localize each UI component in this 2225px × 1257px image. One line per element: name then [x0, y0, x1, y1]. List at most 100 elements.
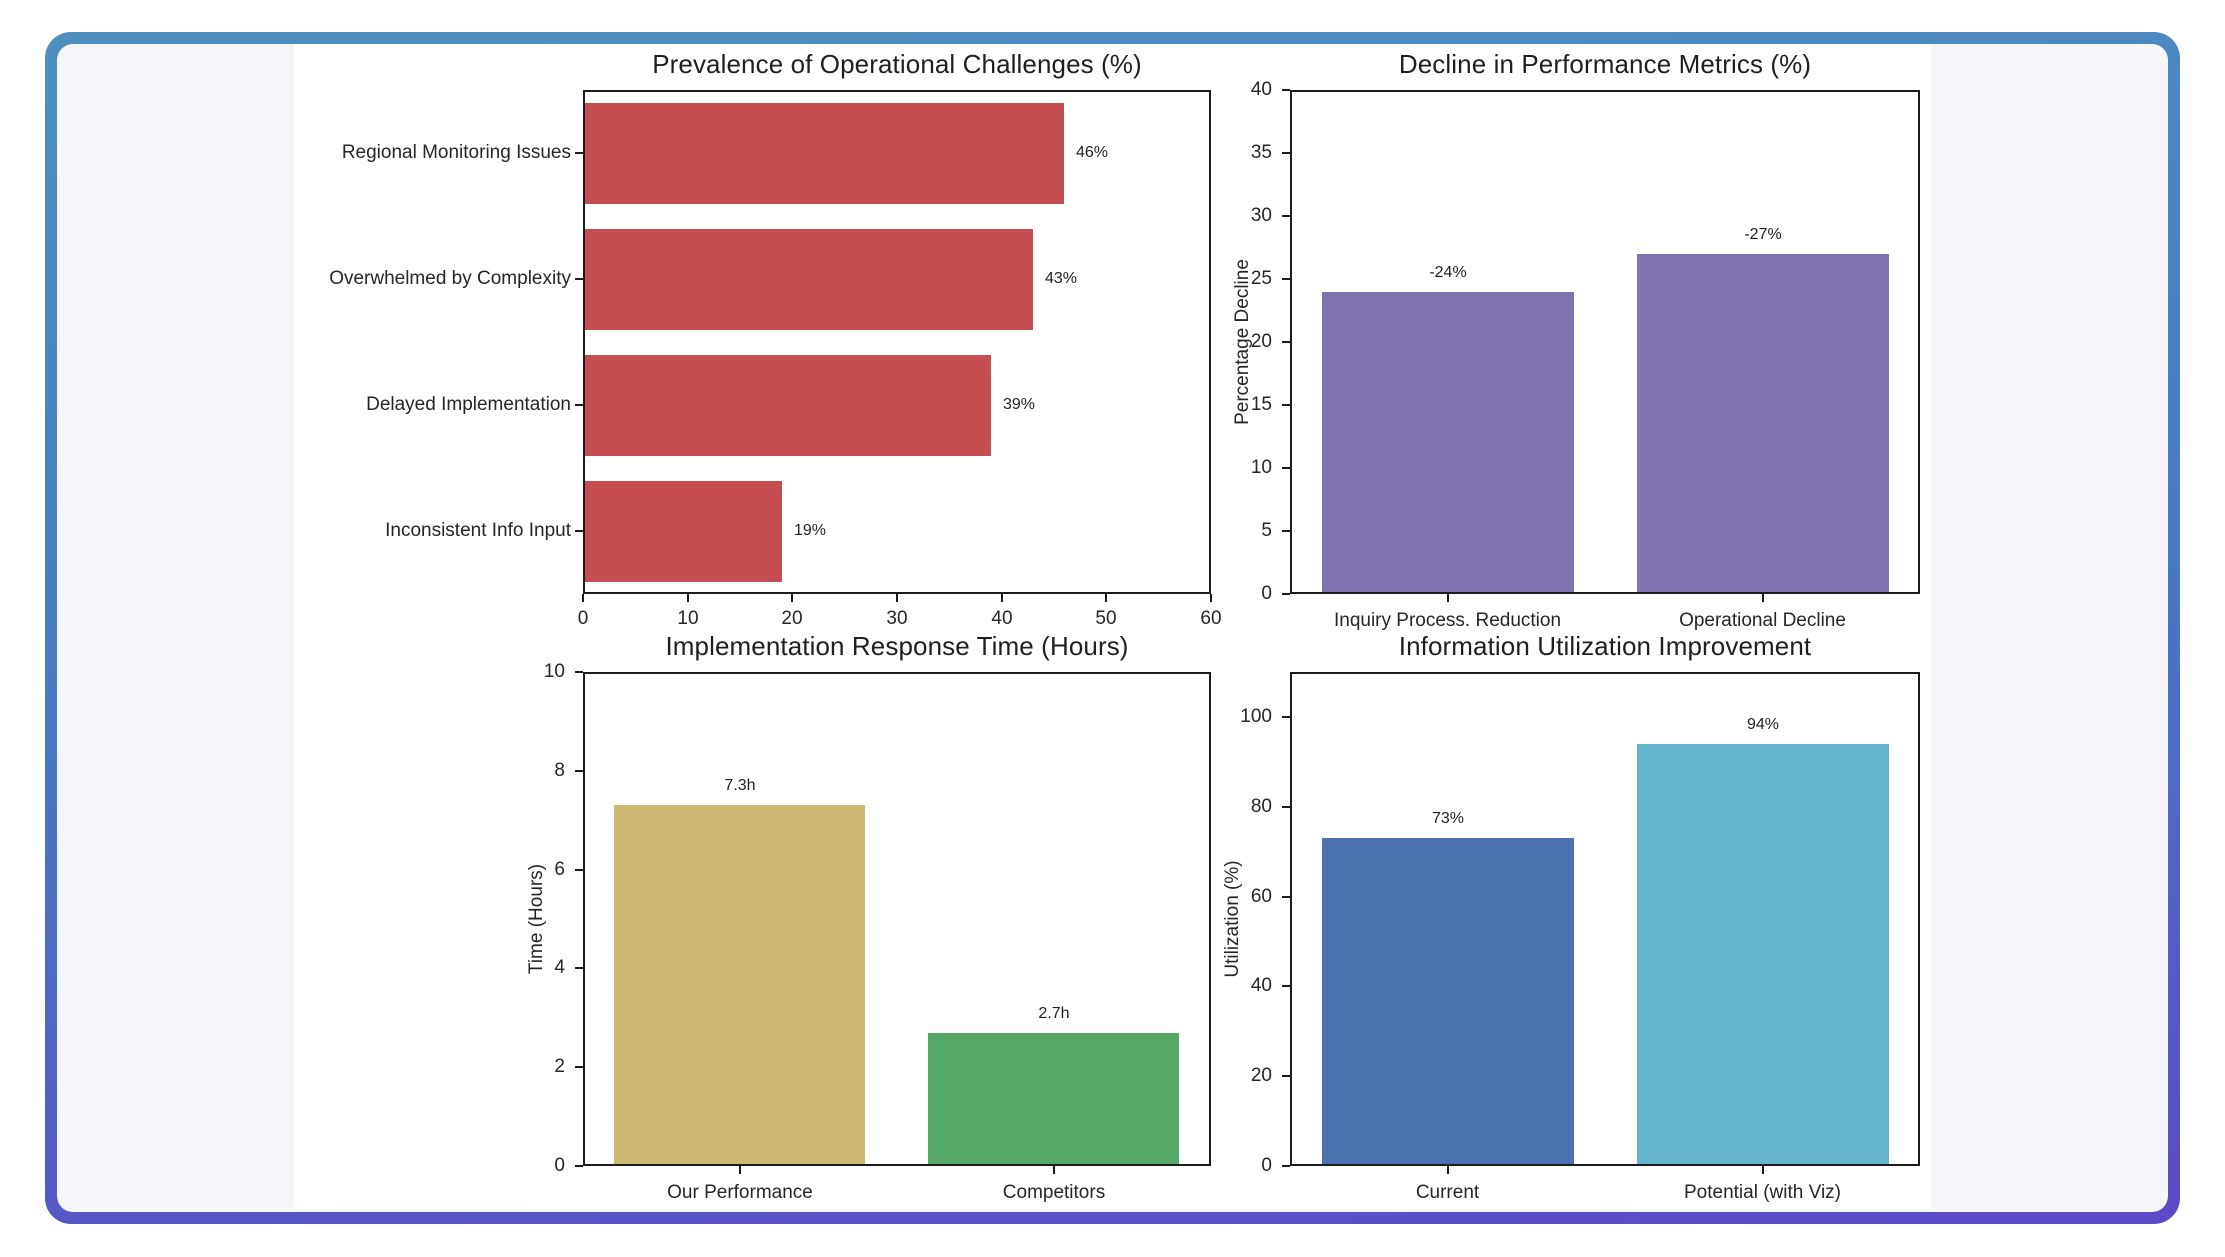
chart-utilization-improvement: Information Utilization Improvement 0 20 4… — [294, 44, 1931, 1209]
y-tick-mark — [1282, 530, 1290, 532]
x-tick-label: 20 — [781, 608, 803, 629]
x-tick-mark — [1001, 594, 1003, 602]
bar — [928, 1033, 1179, 1164]
charts-figure: Prevalence of Operational Challenges (%)… — [294, 44, 1931, 1209]
y-tick-mark — [1282, 467, 1290, 469]
chart-title-performance-decline: Decline in Performance Metrics (%) — [1398, 49, 1812, 79]
x-tick-mark — [1447, 594, 1449, 602]
x-tick-mark — [1210, 594, 1212, 602]
y-tick-mark — [575, 671, 583, 673]
x-category-label: Competitors — [1002, 1182, 1106, 1203]
x-tick-mark — [1762, 1166, 1764, 1174]
chart-title-response-time: Implementation Response Time (Hours) — [665, 631, 1129, 661]
y-tick-mark — [1282, 593, 1290, 595]
bar — [1322, 292, 1574, 592]
x-tick-mark — [687, 594, 689, 602]
x-tick-label: 60 — [1200, 608, 1222, 629]
x-tick-label: 0 — [577, 608, 589, 629]
y-tick-label: 25 — [1250, 268, 1272, 289]
y-category-label: Regional Monitoring Issues — [341, 142, 571, 163]
x-tick-label: 30 — [886, 608, 908, 629]
chart-operational-challenges: Prevalence of Operational Challenges (%)… — [294, 44, 1931, 1209]
y-tick-mark — [1282, 89, 1290, 91]
x-tick-mark — [1105, 594, 1107, 602]
x-tick-label: 40 — [991, 608, 1013, 629]
y-tick-mark — [575, 770, 583, 772]
axes-frame — [1290, 90, 1920, 594]
y-tick-label: 20 — [1250, 1065, 1272, 1086]
bar-value-label: 7.3h — [724, 777, 756, 794]
y-tick-mark — [1282, 404, 1290, 406]
y-tick-label: 0 — [1261, 583, 1272, 604]
y-tick-label: 10 — [543, 661, 565, 682]
x-tick-mark — [791, 594, 793, 602]
y-tick-label: 0 — [1261, 1155, 1272, 1176]
y-tick-mark — [1282, 985, 1290, 987]
x-category-label: Our Performance — [667, 1182, 813, 1203]
x-tick-label: 50 — [1095, 608, 1117, 629]
y-category-label: Delayed Implementation — [366, 394, 571, 415]
y-tick-mark — [1282, 806, 1290, 808]
y-tick-label: 40 — [1250, 975, 1272, 996]
x-category-label: Inquiry Process. Reduction — [1333, 610, 1562, 631]
y-tick-mark — [575, 1066, 583, 1068]
x-category-label: Current — [1415, 1182, 1480, 1203]
bar — [1637, 744, 1889, 1164]
y-tick-mark — [1282, 278, 1290, 280]
y-category-label: Overwhelmed by Complexity — [329, 268, 571, 289]
bar — [614, 805, 865, 1164]
bar-value-label: 73% — [1431, 810, 1465, 827]
y-tick-label: 60 — [1250, 886, 1272, 907]
x-tick-mark — [1053, 1166, 1055, 1174]
gradient-border-card: Prevalence of Operational Challenges (%)… — [45, 32, 2180, 1224]
x-category-label: Operational Decline — [1679, 610, 1846, 631]
y-tick-label: 35 — [1250, 142, 1272, 163]
bar-value-label: 2.7h — [1038, 1005, 1070, 1022]
y-tick-mark — [1282, 215, 1290, 217]
y-tick-label: 15 — [1250, 394, 1272, 415]
y-category-label: Inconsistent Info Input — [385, 520, 571, 541]
bar — [585, 229, 1033, 330]
x-tick-mark — [1762, 594, 1764, 602]
x-tick-mark — [582, 594, 584, 602]
bar — [585, 481, 782, 582]
y-tick-mark — [1282, 341, 1290, 343]
bar — [585, 103, 1064, 204]
chart-response-time: Implementation Response Time (Hours) 0 2 4… — [294, 44, 1931, 1209]
chart-title-operational-challenges: Prevalence of Operational Challenges (%) — [652, 49, 1142, 79]
y-tick-label: 80 — [1250, 796, 1272, 817]
content-panel: Prevalence of Operational Challenges (%)… — [57, 44, 2168, 1212]
y-tick-mark — [1282, 1075, 1290, 1077]
y-tick-label: 5 — [1261, 520, 1272, 541]
axes-frame — [583, 90, 1211, 594]
y-tick-mark — [1282, 896, 1290, 898]
y-tick-label: 30 — [1250, 205, 1272, 226]
y-tick-label: 10 — [1250, 457, 1272, 478]
y-tick-label: 20 — [1250, 331, 1272, 352]
y-tick-mark — [1282, 1165, 1290, 1167]
x-category-label: Potential (with Viz) — [1684, 1182, 1841, 1203]
y-tick-label: 0 — [554, 1155, 565, 1176]
y-tick-mark — [575, 404, 583, 406]
y-tick-mark — [575, 530, 583, 532]
bar-value-label: 43% — [1045, 270, 1078, 287]
y-tick-mark — [575, 967, 583, 969]
y-axis-label: Utilization (%) — [1222, 860, 1243, 978]
y-axis-label: Time (Hours) — [526, 863, 547, 975]
bar — [1637, 254, 1889, 592]
y-tick-label: 40 — [1250, 79, 1272, 100]
x-tick-mark — [896, 594, 898, 602]
axes-frame — [583, 672, 1211, 1166]
y-tick-label: 2 — [554, 1056, 565, 1077]
x-tick-label: 10 — [677, 608, 699, 629]
bar — [1322, 838, 1574, 1164]
bar-value-label: 19% — [794, 522, 827, 539]
x-tick-mark — [1447, 1166, 1449, 1174]
y-tick-mark — [575, 869, 583, 871]
y-axis-label: Percentage Decline — [1232, 259, 1253, 425]
bar-value-label: -27% — [1744, 226, 1782, 243]
y-tick-mark — [575, 1165, 583, 1167]
chart-performance-decline: Decline in Performance Metrics (%) 0 5 10 1… — [294, 44, 1931, 1209]
chart-title-utilization-improvement: Information Utilization Improvement — [1398, 631, 1812, 661]
bar — [585, 355, 991, 456]
